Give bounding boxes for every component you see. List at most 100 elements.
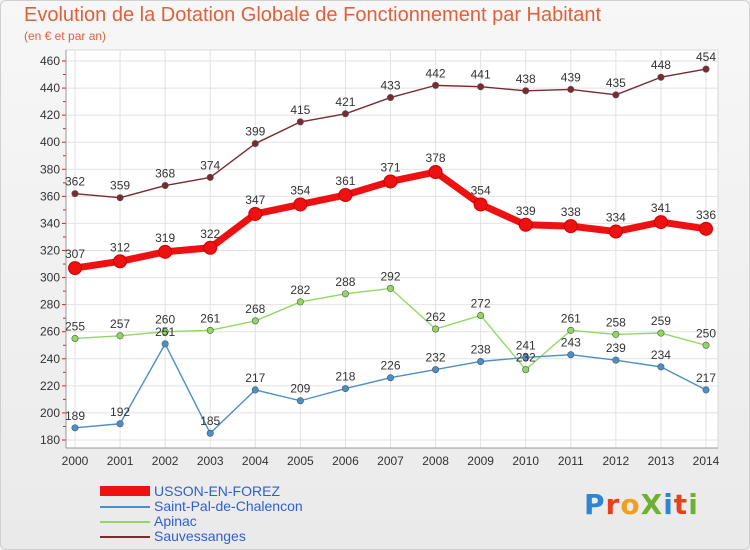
data-point [699, 221, 713, 236]
data-point [702, 65, 710, 73]
data-point [341, 290, 349, 298]
data-point [206, 173, 214, 181]
data-point [341, 110, 349, 118]
legend-label: Saint-Pal-de-Chalencon [154, 498, 303, 514]
data-point [113, 254, 128, 269]
data-point [477, 83, 485, 91]
data-label: 435 [606, 76, 626, 90]
data-point [206, 429, 214, 437]
data-label: 361 [335, 174, 355, 188]
y-tick-label: 420 [40, 108, 60, 122]
data-label: 185 [200, 414, 220, 428]
legend-label: USSON-EN-FOREZ [154, 483, 280, 499]
data-label: 238 [471, 342, 491, 356]
data-point [116, 194, 124, 202]
x-tick-label: 2000 [62, 454, 89, 468]
legend-swatch [100, 521, 150, 523]
logo-letter: o [620, 488, 641, 521]
data-point [68, 261, 82, 276]
data-label: 189 [65, 409, 85, 423]
data-point [71, 334, 79, 342]
data-label: 374 [200, 158, 220, 172]
data-label: 448 [651, 58, 671, 72]
data-label: 257 [110, 317, 130, 331]
data-label: 312 [110, 240, 130, 254]
data-point [612, 91, 620, 99]
y-tick-label: 380 [40, 162, 60, 176]
data-label: 354 [471, 183, 491, 197]
proxiti-logo: ProXiti [584, 488, 699, 521]
data-label: 232 [516, 351, 536, 365]
data-label: 239 [606, 341, 626, 355]
data-label: 262 [426, 310, 446, 324]
y-tick-label: 260 [40, 325, 60, 339]
data-point [702, 341, 710, 349]
data-label: 292 [380, 269, 400, 283]
data-point [296, 397, 304, 405]
data-label: 421 [335, 95, 355, 109]
data-label: 378 [426, 151, 446, 165]
data-point [383, 174, 398, 189]
x-tick-label: 2006 [332, 454, 359, 468]
data-label: 251 [155, 325, 175, 339]
data-point [341, 385, 349, 393]
data-point [702, 386, 710, 394]
data-label: 259 [651, 314, 671, 328]
data-point [567, 85, 575, 93]
logo-letter: X [640, 488, 664, 521]
legend-label: Sauvessanges [154, 528, 246, 544]
x-tick-label: 2014 [693, 454, 720, 468]
data-label: 272 [471, 296, 491, 310]
data-point [522, 87, 530, 95]
data-point [477, 357, 485, 365]
data-point [158, 244, 173, 259]
data-point [518, 217, 533, 232]
data-point [161, 328, 169, 336]
data-label: 209 [290, 382, 310, 396]
data-label: 234 [651, 348, 671, 362]
data-label: 336 [696, 208, 716, 222]
y-tick-label: 220 [40, 379, 60, 393]
data-point [612, 356, 620, 364]
x-tick-label: 2003 [197, 454, 224, 468]
data-label: 433 [380, 79, 400, 93]
y-tick-label: 240 [40, 352, 60, 366]
data-point [116, 420, 124, 428]
data-label: 192 [110, 405, 130, 419]
data-label: 438 [516, 72, 536, 86]
data-point [567, 351, 575, 359]
legend-swatch [100, 506, 150, 508]
y-tick-label: 460 [40, 54, 60, 68]
x-tick-label: 2008 [422, 454, 449, 468]
data-point [296, 118, 304, 126]
data-label: 442 [426, 66, 446, 80]
x-tick-label: 2002 [152, 454, 179, 468]
data-point [657, 73, 665, 81]
data-label: 218 [335, 370, 355, 384]
x-tick-label: 2012 [603, 454, 630, 468]
legend-swatch [100, 536, 150, 538]
data-point [432, 366, 440, 374]
data-point [612, 330, 620, 338]
data-label: 268 [245, 302, 265, 316]
legend-label: Apinac [154, 513, 197, 529]
data-label: 250 [696, 326, 716, 340]
data-label: 226 [380, 359, 400, 373]
data-point [161, 340, 169, 348]
data-label: 217 [696, 371, 716, 385]
data-point [522, 366, 530, 374]
data-point [251, 317, 259, 325]
data-label: 232 [426, 351, 446, 365]
logo-letter: t [673, 488, 689, 521]
y-tick-label: 400 [40, 135, 60, 149]
chart-title: Evolution de la Dotation Globale de Fonc… [24, 4, 602, 26]
data-label: 241 [516, 338, 536, 352]
data-point [653, 215, 668, 230]
chart-subtitle: (en € et par an) [24, 29, 107, 43]
data-label: 217 [245, 371, 265, 385]
y-tick-label: 360 [40, 189, 60, 203]
y-tick-label: 280 [40, 298, 60, 312]
data-label: 338 [561, 205, 581, 219]
data-point [206, 326, 214, 334]
